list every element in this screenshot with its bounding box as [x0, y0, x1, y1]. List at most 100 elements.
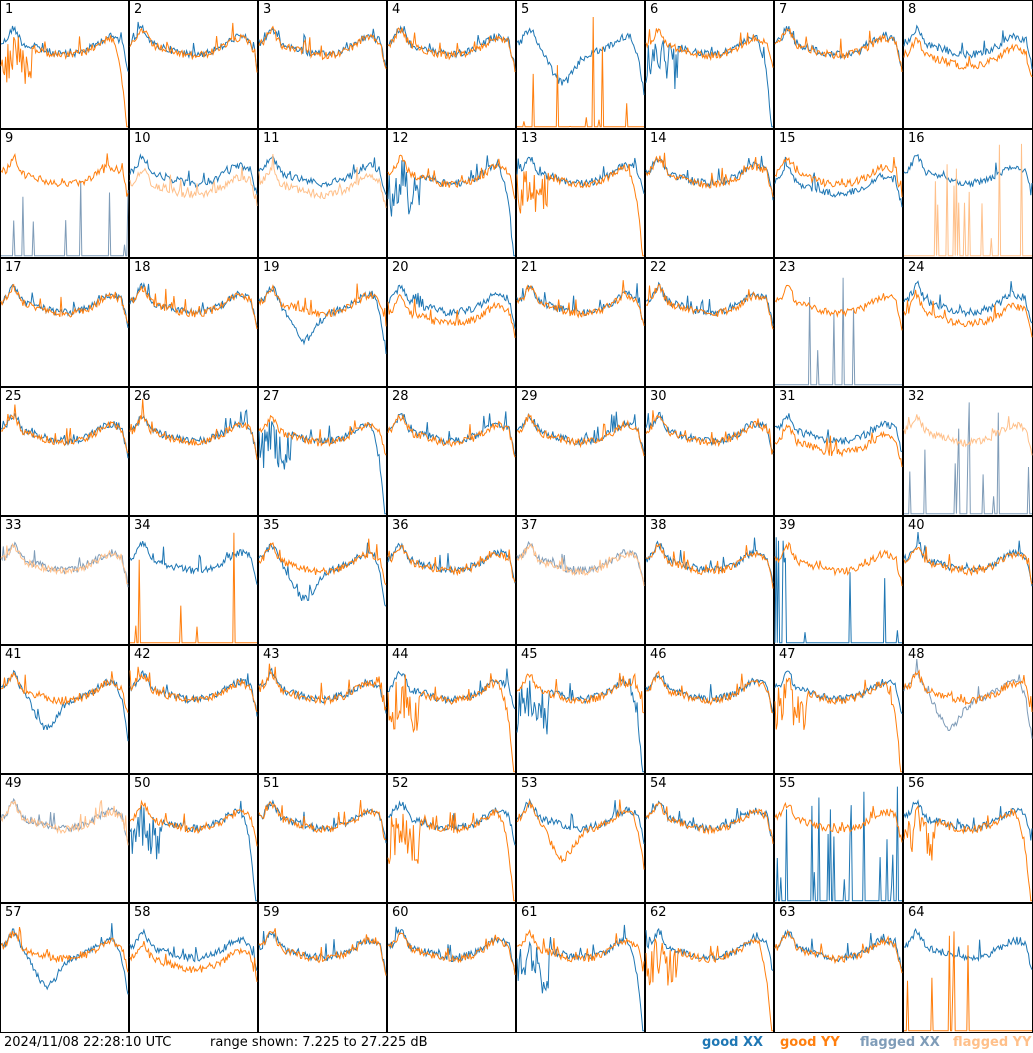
panel-label: 9	[5, 131, 14, 146]
panel-25: 25	[0, 387, 129, 516]
yy-trace-56	[903, 804, 1032, 902]
xx-trace-54	[645, 800, 774, 839]
yy-trace-12	[387, 154, 516, 200]
yy-trace-61	[517, 928, 645, 972]
panel-plot-33	[0, 516, 129, 645]
yy-trace-11	[258, 154, 387, 208]
panel-plot-19	[258, 258, 387, 387]
yy-trace-7	[774, 27, 903, 73]
xx-trace-44	[387, 668, 516, 710]
panel-35: 35	[258, 516, 387, 645]
panel-label: 18	[134, 260, 151, 275]
panel-label: 5	[521, 2, 530, 17]
panel-frame	[0, 129, 129, 258]
panel-48: 48	[903, 645, 1033, 774]
panel-28: 28	[387, 387, 516, 516]
panel-frame	[387, 129, 516, 258]
panel-11: 11	[258, 129, 387, 258]
panel-frame	[645, 516, 774, 645]
xx-trace-25	[0, 413, 129, 459]
panel-label: 15	[779, 131, 796, 146]
yy-trace-18	[129, 285, 258, 330]
panel-plot-21	[516, 258, 645, 387]
panel-54: 54	[645, 774, 774, 903]
panel-label: 16	[908, 131, 925, 146]
xx-trace-40	[903, 532, 1033, 587]
panel-label: 62	[650, 905, 667, 920]
panel-plot-23	[774, 258, 903, 387]
xx-trace-4	[387, 25, 516, 70]
panel-40: 40	[903, 516, 1033, 645]
panel-plot-46	[645, 645, 774, 774]
panel-frame	[129, 774, 258, 903]
panel-label: 32	[908, 389, 925, 404]
panel-frame	[129, 516, 258, 645]
panel-60: 60	[387, 903, 516, 1033]
yy-trace-27	[258, 414, 387, 456]
panel-label: 7	[779, 2, 788, 17]
panel-3: 3	[258, 0, 387, 129]
panel-label: 61	[521, 905, 538, 920]
panel-label: 38	[650, 518, 667, 533]
panel-57: 57	[0, 903, 129, 1033]
panel-frame	[387, 774, 516, 903]
yy-trace-35	[258, 538, 387, 586]
panel-8: 8	[903, 0, 1033, 129]
yy-trace-46	[645, 670, 774, 713]
panel-plot-34	[129, 516, 258, 645]
panel-label: 4	[392, 2, 401, 17]
xx-trace-46	[645, 672, 774, 714]
yy-trace-50	[129, 799, 258, 847]
panel-label: 41	[5, 647, 22, 662]
yy-trace-57	[0, 926, 129, 973]
panel-label: 60	[392, 905, 409, 920]
xx-trace-11	[258, 154, 387, 195]
panel-26: 26	[129, 387, 258, 516]
panel-frame	[0, 903, 129, 1033]
panel-47: 47	[774, 645, 903, 774]
panel-frame	[129, 387, 258, 516]
yy-trace-32	[903, 414, 1033, 456]
panel-label: 34	[134, 518, 151, 533]
panel-label: 28	[392, 389, 409, 404]
panel-18: 18	[129, 258, 258, 387]
panel-plot-49	[0, 774, 129, 903]
panel-plot-63	[774, 903, 903, 1033]
panel-frame	[645, 129, 774, 258]
panel-plot-29	[516, 387, 645, 516]
panel-label: 55	[779, 776, 796, 791]
panel-label: 3	[263, 2, 272, 17]
yy-trace-62	[645, 937, 773, 1032]
yy-trace-16	[904, 143, 1032, 257]
yy-trace-4	[387, 27, 516, 73]
panel-plot-11	[258, 129, 387, 258]
panel-plot-22	[645, 258, 774, 387]
yy-trace-54	[645, 802, 774, 844]
yy-trace-3	[258, 25, 387, 69]
panel-2: 2	[129, 0, 258, 129]
panel-plot-20	[387, 258, 516, 387]
panel-frame	[387, 516, 516, 645]
panel-24: 24	[903, 258, 1033, 387]
xx-trace-34	[129, 540, 258, 585]
yy-trace-31	[774, 423, 903, 468]
panel-plot-42	[129, 645, 258, 774]
panel-plot-32	[903, 387, 1033, 516]
panel-plot-41	[0, 645, 129, 774]
panel-plot-52	[387, 774, 516, 903]
xx-trace-58	[129, 928, 258, 972]
xx-trace-47	[774, 670, 903, 715]
panel-label: 37	[521, 518, 538, 533]
panel-frame	[774, 516, 903, 645]
timestamp: 2024/11/08 22:28:10 UTC	[4, 1035, 172, 1050]
panel-label: 50	[134, 776, 151, 791]
yy-trace-21	[516, 280, 645, 326]
xx-trace-32	[904, 402, 1032, 515]
panel-plot-13	[516, 129, 645, 258]
panel-label: 44	[392, 647, 409, 662]
panel-31: 31	[774, 387, 903, 516]
panel-frame	[516, 129, 645, 258]
panel-plot-16	[903, 129, 1033, 258]
yy-trace-15	[774, 157, 903, 198]
